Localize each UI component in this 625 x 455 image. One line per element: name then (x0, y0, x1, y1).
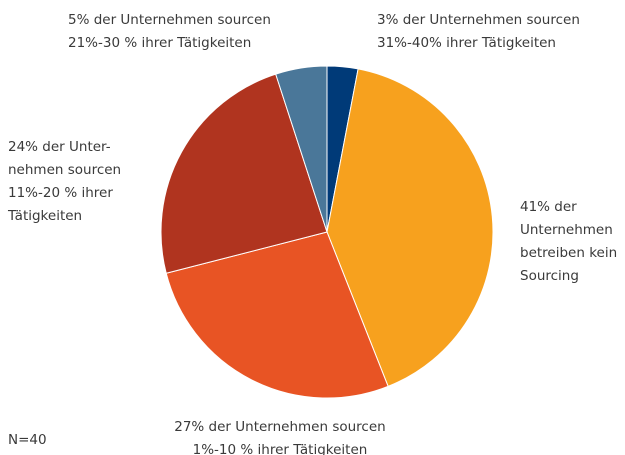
slice-label: 27% der Unternehmen sourcen (174, 419, 385, 435)
slice-label: Tätigkeiten (7, 208, 82, 224)
slice-label: 41% der (520, 199, 577, 215)
slice-label: 3% der Unternehmen sourcen (377, 12, 580, 28)
slice-label: 31%-40% ihrer Tätigkeiten (377, 35, 556, 51)
pie-slice (326, 68, 494, 387)
pie-slice (160, 73, 328, 274)
note: N=40 (8, 432, 47, 448)
slice-label: 5% der Unternehmen sourcen (68, 12, 271, 28)
slice-label: Unternehmen (520, 222, 613, 238)
slice-label: 11%-20 % ihrer (8, 185, 113, 201)
slice-label: 1%-10 % ihrer Tätigkeiten (193, 442, 368, 455)
slice-label: 21%-30 % ihrer Tätigkeiten (68, 35, 251, 51)
pie-slice (275, 65, 328, 233)
slice-label: Sourcing (520, 268, 579, 284)
slice-label: betreiben kein (520, 245, 617, 261)
pie-slice (165, 231, 389, 399)
slice-label: 24% der Unter- (8, 139, 111, 155)
slice-label: nehmen sourcen (8, 162, 121, 178)
